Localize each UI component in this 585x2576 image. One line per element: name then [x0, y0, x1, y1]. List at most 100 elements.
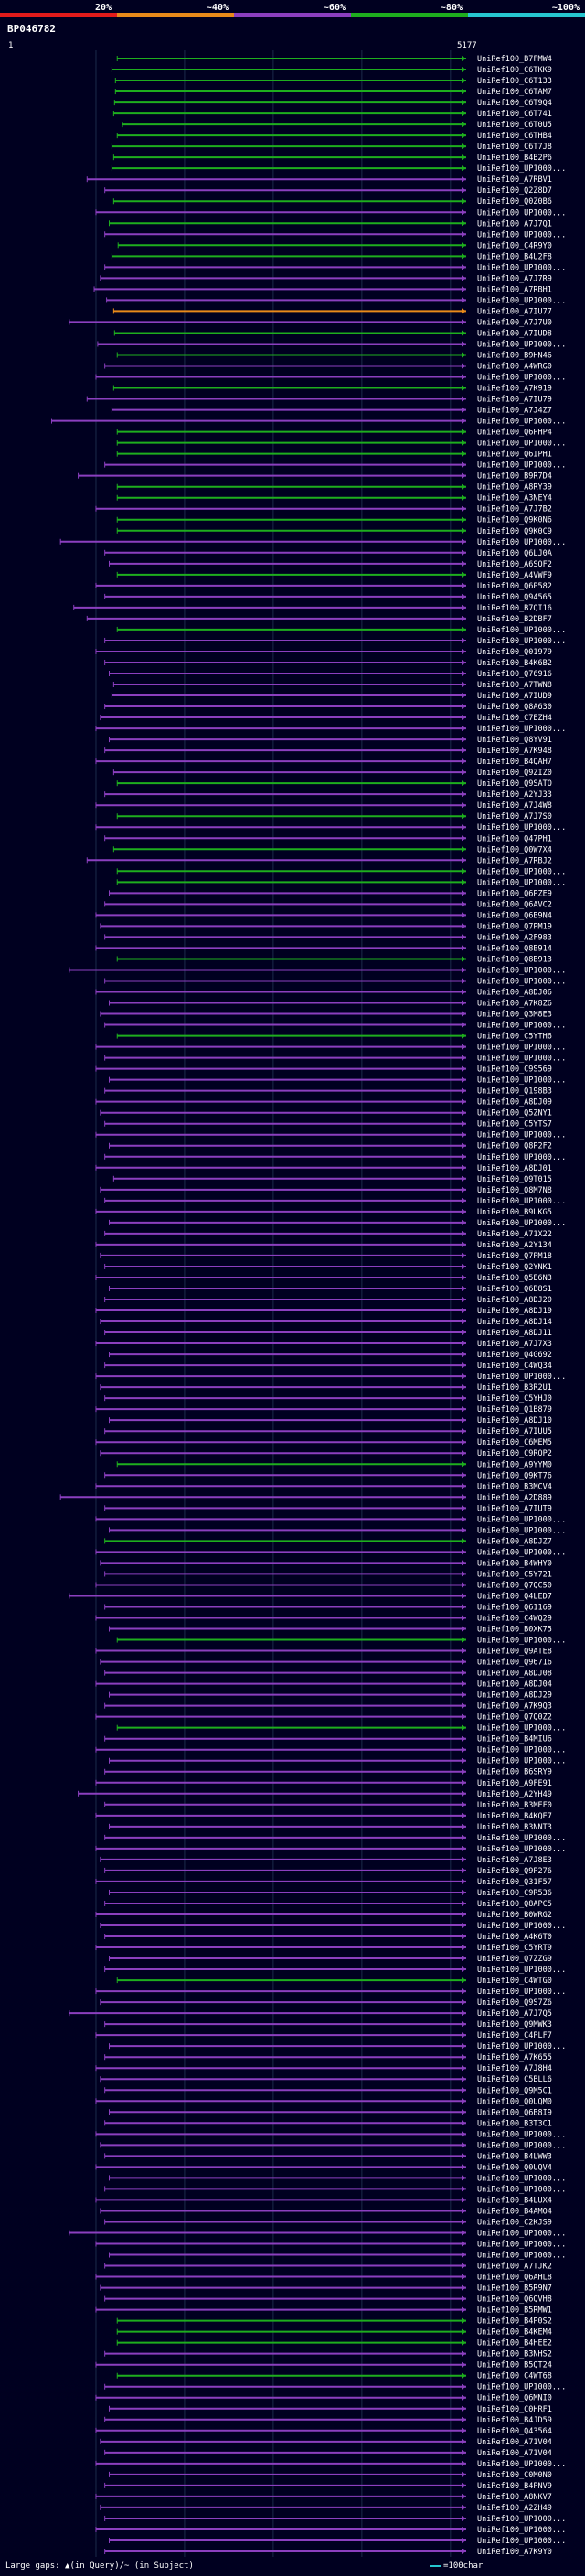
hit-row[interactable]: UniRef100_B0WRG2 — [95, 1911, 552, 1920]
hit-label[interactable]: UniRef100_Q4LED7 — [477, 1592, 552, 1601]
hit-label[interactable]: UniRef100_Q5ZNY1 — [477, 1109, 552, 1118]
hit-label[interactable]: UniRef100_B9HN46 — [477, 351, 552, 360]
hit-label[interactable]: UniRef100_A7J7X3 — [477, 1340, 552, 1349]
hit-row[interactable]: UniRef100_Q9M5C1 — [104, 2086, 552, 2095]
hit-row[interactable]: UniRef100_C9ROP2 — [100, 1449, 552, 1458]
hit-label[interactable]: UniRef100_Q8M7N8 — [477, 1186, 552, 1195]
hit-label[interactable]: UniRef100_B4P0S2 — [477, 2317, 552, 2327]
hit-row[interactable]: UniRef100_UP1000... — [104, 1055, 567, 1064]
hit-label[interactable]: UniRef100_A9FE91 — [477, 1779, 552, 1788]
hit-row[interactable]: UniRef100_UP1000... — [104, 2185, 567, 2194]
hit-label[interactable]: UniRef100_Q6B9N4 — [477, 911, 552, 920]
hit-label[interactable]: UniRef100_C5YRT9 — [477, 1944, 552, 1953]
hit-label[interactable]: UniRef100_B9UKG5 — [477, 1208, 552, 1217]
hit-label[interactable]: UniRef100_B4KEM4 — [477, 2328, 552, 2337]
hit-label[interactable]: UniRef100_UP1000... — [477, 1076, 566, 1086]
hit-row[interactable]: UniRef100_A7IUD8 — [113, 329, 552, 338]
hit-row[interactable]: UniRef100_UP1000... — [50, 418, 566, 427]
hit-row[interactable]: UniRef100_B9R7D4 — [78, 472, 552, 482]
hit-row[interactable]: UniRef100_A8DJ06 — [95, 989, 552, 998]
hit-label[interactable]: UniRef100_C5YTH6 — [477, 1033, 552, 1042]
hit-row[interactable]: UniRef100_B3T3C1 — [104, 2119, 552, 2128]
hit-row[interactable]: UniRef100_C6T0U5 — [122, 121, 552, 130]
hit-label[interactable]: UniRef100_A8DJ08 — [477, 1670, 552, 1679]
hit-label[interactable]: UniRef100_A7IUT9 — [477, 1504, 552, 1513]
hit-row[interactable]: UniRef100_A7K948 — [104, 747, 552, 756]
hit-label[interactable]: UniRef100_UP1000... — [477, 164, 566, 174]
hit-row[interactable]: UniRef100_A7K655 — [104, 2053, 552, 2062]
hit-row[interactable]: UniRef100_A7J7Q1 — [109, 219, 552, 228]
hit-row[interactable]: UniRef100_A7J7R9 — [100, 274, 552, 283]
hit-label[interactable]: UniRef100_B7QI16 — [477, 604, 552, 613]
hit-label[interactable]: UniRef100_UP1000... — [477, 966, 566, 975]
hit-row[interactable]: UniRef100_C4WT68 — [116, 2372, 552, 2381]
hit-label[interactable]: UniRef100_Q2Z8D7 — [477, 186, 552, 196]
hit-row[interactable]: UniRef100_B4B2P6 — [112, 154, 552, 163]
hit-label[interactable]: UniRef100_Q0W7X4 — [477, 845, 552, 854]
hit-label[interactable]: UniRef100_UP1000... — [477, 2252, 566, 2261]
hit-row[interactable]: UniRef100_UP1000... — [95, 1044, 566, 1053]
hit-row[interactable]: UniRef100_A2F983 — [104, 933, 552, 942]
hit-row[interactable]: UniRef100_C6MEM5 — [95, 1438, 552, 1447]
hit-row[interactable]: UniRef100_Q6B9N4 — [95, 911, 552, 920]
hit-label[interactable]: UniRef100_A7J4Z7 — [477, 407, 552, 416]
hit-label[interactable]: UniRef100_Q5E6N3 — [477, 1274, 552, 1283]
hit-label[interactable]: UniRef100_Q8YV91 — [477, 736, 552, 745]
hit-label[interactable]: UniRef100_C6MEM5 — [477, 1438, 552, 1447]
hit-row[interactable]: UniRef100_Q8APC5 — [104, 1900, 552, 1909]
hit-row[interactable]: UniRef100_UP1000... — [106, 296, 567, 305]
hit-row[interactable]: UniRef100_Q6P582 — [95, 582, 552, 591]
hit-row[interactable]: UniRef100_UP1000... — [95, 1746, 566, 1755]
hit-label[interactable]: UniRef100_Q47PH1 — [477, 834, 552, 843]
hit-row[interactable]: UniRef100_A2ZH49 — [100, 2504, 552, 2513]
hit-row[interactable]: UniRef100_B4P0S2 — [116, 2317, 552, 2327]
hit-row[interactable]: UniRef100_UP1000... — [104, 461, 567, 471]
hit-row[interactable]: UniRef100_Q94565 — [104, 593, 552, 602]
hit-label[interactable]: UniRef100_C4PLF7 — [477, 2031, 552, 2041]
hit-label[interactable]: UniRef100_UP1000... — [477, 1526, 566, 1535]
hit-label[interactable]: UniRef100_C4R9Y0 — [477, 241, 552, 250]
hit-row[interactable]: UniRef100_UP1000... — [104, 1966, 567, 1975]
hit-label[interactable]: UniRef100_A7J7U0 — [477, 318, 552, 327]
hit-row[interactable]: UniRef100_C5BLL6 — [100, 2075, 552, 2084]
hit-row[interactable]: UniRef100_A7J4Z7 — [111, 407, 552, 416]
hit-row[interactable]: UniRef100_UP1000... — [100, 2141, 566, 2150]
hit-label[interactable]: UniRef100_C5Y721 — [477, 1570, 552, 1579]
hit-row[interactable]: UniRef100_C0HRF1 — [109, 2405, 552, 2414]
hit-label[interactable]: UniRef100_UP1000... — [477, 440, 566, 449]
hit-row[interactable]: UniRef100_A71X22 — [104, 1230, 552, 1239]
hit-label[interactable]: UniRef100_A2D889 — [477, 1493, 552, 1502]
hit-label[interactable]: UniRef100_UP1000... — [477, 823, 566, 832]
hit-label[interactable]: UniRef100_UP1000... — [477, 1637, 566, 1646]
hit-row[interactable]: UniRef100_A7IUT9 — [104, 1504, 552, 1513]
hit-row[interactable]: UniRef100_A7J8H4 — [95, 2064, 552, 2073]
hit-label[interactable]: UniRef100_Q0UQV4 — [477, 2163, 552, 2172]
hit-row[interactable]: UniRef100_A7IUD9 — [111, 692, 552, 701]
hit-row[interactable]: UniRef100_Q7QC50 — [95, 1581, 552, 1590]
hit-label[interactable]: UniRef100_UP1000... — [477, 2383, 566, 2392]
hit-label[interactable]: UniRef100_A7IUD9 — [477, 692, 552, 701]
hit-row[interactable]: UniRef100_A8DJZ7 — [104, 1537, 552, 1546]
hit-row[interactable]: UniRef100_A71V04 — [100, 2438, 552, 2447]
hit-label[interactable]: UniRef100_UP1000... — [477, 374, 566, 383]
hit-label[interactable]: UniRef100_A8DJ19 — [477, 1307, 552, 1316]
hit-label[interactable]: UniRef100_A7IUU5 — [477, 1427, 552, 1436]
hit-label[interactable]: UniRef100_A7IU77 — [477, 307, 552, 316]
hit-label[interactable]: UniRef100_Q6B8I9 — [477, 2108, 552, 2117]
hit-label[interactable]: UniRef100_Q61169 — [477, 1603, 552, 1612]
hit-row[interactable]: UniRef100_Q6PHP4 — [116, 429, 552, 438]
hit-label[interactable]: UniRef100_Q76916 — [477, 670, 552, 679]
hit-row[interactable]: UniRef100_Q7ZZG9 — [109, 1955, 552, 1964]
hit-row[interactable]: UniRef100_Q0W7X4 — [112, 845, 552, 854]
hit-label[interactable]: UniRef100_UP1000... — [477, 1515, 566, 1524]
hit-label[interactable]: UniRef100_UP1000... — [477, 977, 566, 986]
hit-label[interactable]: UniRef100_Q6B8S1 — [477, 1285, 552, 1294]
hit-label[interactable]: UniRef100_A8DJ29 — [477, 1691, 552, 1701]
hit-row[interactable]: UniRef100_C4WQ34 — [104, 1362, 552, 1371]
hit-label[interactable]: UniRef100_Q6IPH1 — [477, 451, 552, 460]
hit-label[interactable]: UniRef100_B4LUX4 — [477, 2196, 552, 2205]
hit-row[interactable]: UniRef100_C6TAM7 — [114, 88, 552, 97]
hit-row[interactable]: UniRef100_Q9K0N6 — [116, 516, 552, 525]
hit-row[interactable]: UniRef100_Q61169 — [104, 1603, 552, 1612]
hit-label[interactable]: UniRef100_Q6AHL8 — [477, 2274, 552, 2283]
